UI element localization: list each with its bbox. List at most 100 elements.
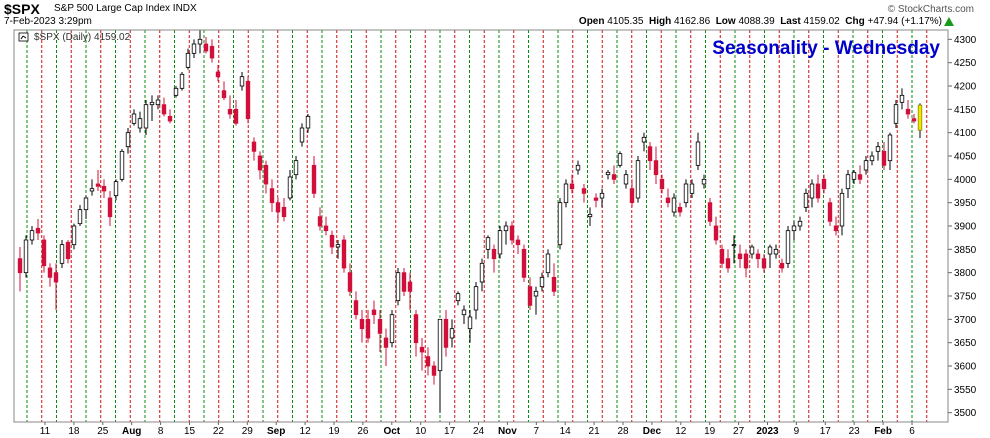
candle [167, 109, 173, 124]
candle-body [509, 225, 515, 241]
high-value: 4162.86 [673, 16, 711, 27]
low-value: 4088.39 [738, 16, 775, 27]
candle [413, 310, 419, 357]
candle-body [389, 314, 395, 344]
candle-body [245, 80, 251, 120]
open-value: 4105.35 [607, 16, 644, 27]
candle [749, 244, 755, 259]
candle-body [395, 272, 401, 302]
candle-body [365, 318, 371, 339]
candle-body [905, 108, 911, 115]
low-label: Low [715, 16, 736, 27]
candle [521, 244, 527, 282]
candle [671, 193, 677, 217]
candle-body [41, 239, 47, 267]
candle-body [725, 258, 731, 269]
candle [419, 338, 425, 371]
chg-value: +47.94 (+1.17%) [867, 16, 943, 27]
candle [803, 188, 809, 212]
candle [173, 86, 179, 98]
candle [713, 216, 719, 245]
candle-body [161, 104, 167, 115]
candle [845, 170, 851, 198]
candle [641, 132, 647, 152]
candle-body [593, 197, 599, 201]
candle-body [683, 183, 689, 204]
candle [893, 100, 899, 128]
candle-body [629, 188, 635, 204]
candle [587, 207, 593, 226]
candle [491, 244, 497, 273]
y-tick-label: 4000 [954, 175, 977, 186]
candle-body [617, 153, 623, 166]
header-row-2: 7-Feb-2023 3:29pm Open 4105.35 High 4162… [0, 16, 990, 29]
candle-body [545, 253, 551, 274]
y-tick-label: 4250 [954, 58, 977, 69]
x-tick-label: 26 [357, 426, 369, 437]
candle-body [497, 230, 503, 255]
candle [629, 179, 635, 208]
candle [149, 95, 155, 121]
y-axis: 3500 3550 3600 3650 3700 3750 3800 3850 3900 3950… [948, 35, 977, 419]
x-tick-label: 19 [704, 426, 716, 437]
candle-body [635, 160, 641, 199]
candle [329, 230, 335, 254]
candle-body [137, 118, 143, 129]
candle-body [899, 94, 905, 103]
candle-body [623, 174, 629, 185]
candle-body [767, 246, 773, 255]
candle-body [419, 346, 425, 353]
candle-body [527, 286, 533, 306]
candle-body [521, 248, 527, 278]
candle [701, 174, 707, 189]
x-tick-label: 29 [242, 426, 254, 437]
candle [119, 149, 125, 182]
candle-body [761, 258, 767, 269]
x-tick-label: 12 [300, 426, 312, 437]
candle [647, 142, 653, 170]
candle-body [293, 160, 299, 176]
candle [869, 151, 875, 166]
candle-body [335, 244, 341, 248]
candle [761, 254, 767, 273]
candle-body [473, 286, 479, 311]
x-tick-label: 14 [560, 426, 572, 437]
candle [881, 142, 887, 170]
candle [821, 174, 827, 194]
candle [563, 179, 569, 208]
x-tick-label: 27 [733, 426, 745, 437]
candle [293, 156, 299, 180]
candle-body [371, 309, 377, 316]
candle [251, 137, 257, 161]
candle-body [287, 176, 293, 199]
candle [437, 318, 443, 413]
candle-body [275, 202, 281, 213]
candle-body [797, 220, 803, 227]
candles-group [17, 30, 923, 413]
candle-body [233, 108, 239, 124]
candle [707, 198, 713, 226]
candle [527, 277, 533, 310]
x-tick-label: Sep [267, 426, 285, 437]
candle-body [551, 276, 557, 292]
y-tick-label: 3800 [954, 268, 977, 279]
candle [515, 235, 521, 254]
x-tick-label: 8 [158, 426, 164, 437]
current-candle [917, 103, 923, 139]
candle-body [713, 225, 719, 241]
candle [311, 156, 317, 198]
candle-body [113, 181, 119, 197]
candle-body [65, 241, 71, 260]
candle-body [197, 38, 203, 45]
candle-body [791, 225, 797, 232]
x-tick-label: Oct [383, 426, 400, 437]
x-tick-label: 23 [849, 426, 861, 437]
candle [227, 95, 233, 119]
candle-body [869, 155, 875, 162]
candle-body [479, 262, 485, 283]
candle-body [305, 115, 311, 129]
candle [593, 193, 599, 208]
candle [605, 170, 611, 180]
x-tick-label: 9 [794, 426, 800, 437]
